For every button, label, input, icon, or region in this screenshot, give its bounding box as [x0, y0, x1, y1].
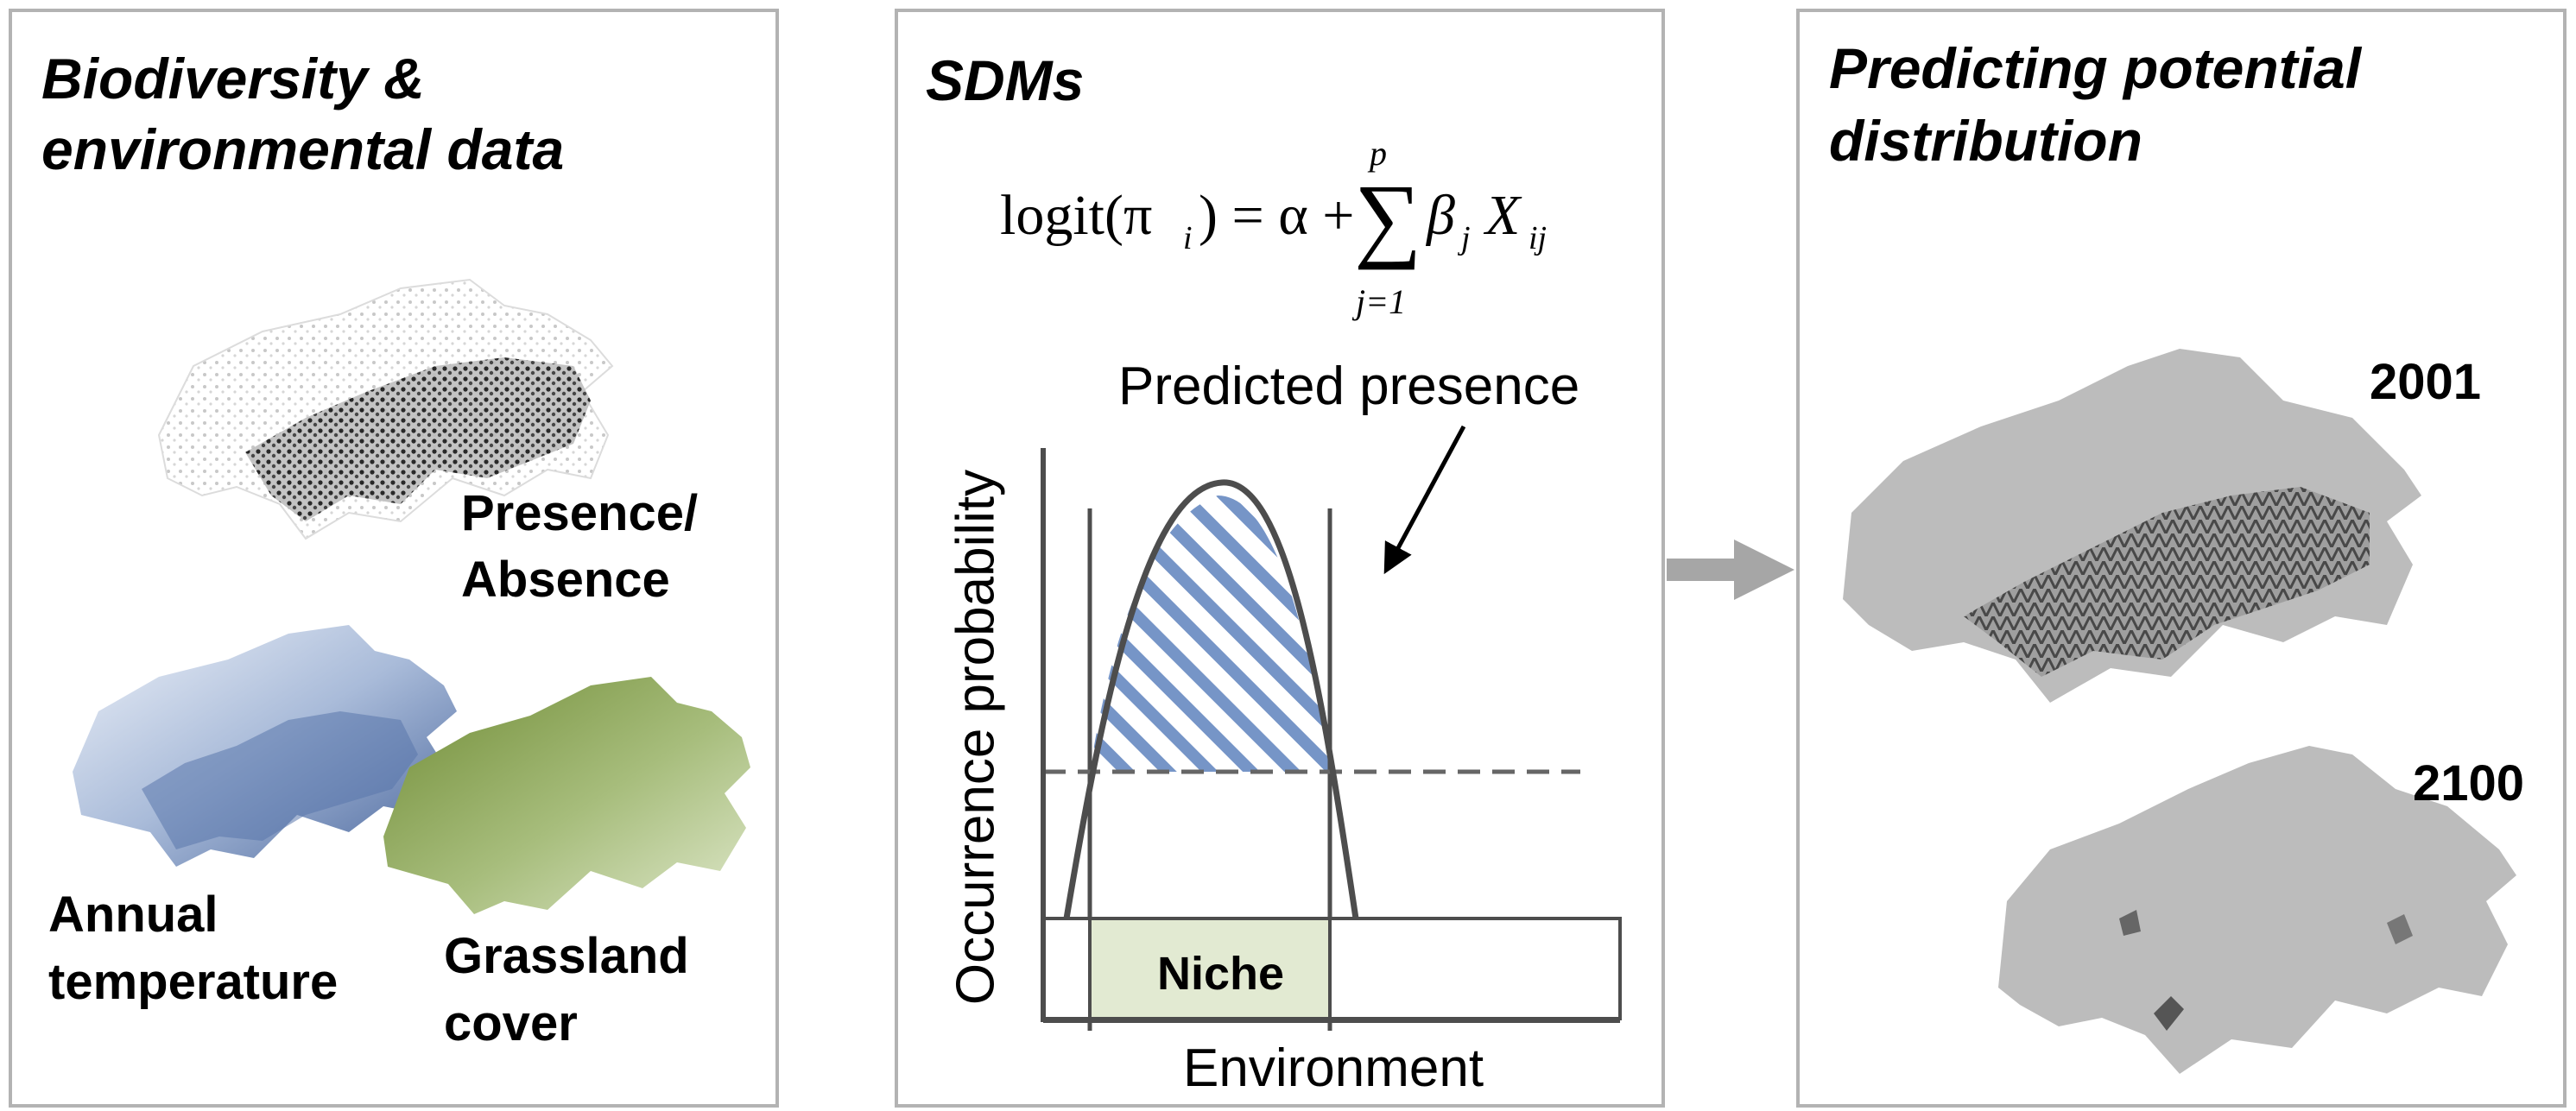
panel-title-line1: Predicting potential	[1829, 36, 2362, 100]
presence-absence-map	[157, 278, 614, 540]
response-curve	[1063, 479, 1359, 919]
y-axis-label: Occurrence probability	[946, 469, 1006, 1006]
label-presence-line2: Absence	[461, 552, 670, 608]
panel-title: SDMs	[926, 48, 1085, 112]
year-2100-label: 2100	[2413, 755, 2525, 811]
formula-lhs-sub: i	[1183, 220, 1193, 256]
panel-title-line2: environmental data	[41, 117, 565, 181]
formula-sum-sign: ∑	[1354, 165, 1422, 270]
formula-x: X	[1485, 184, 1521, 247]
flow-arrow	[1667, 540, 1794, 600]
year-2001-label: 2001	[2370, 354, 2482, 410]
label-grassland-line1: Grassland	[444, 928, 689, 984]
annual-temperature-map	[73, 625, 457, 867]
formula-beta-sub: j	[1461, 220, 1471, 256]
label-grassland-line2: cover	[444, 995, 578, 1051]
formula-beta: β	[1427, 184, 1455, 247]
label-temperature-line1: Annual	[48, 887, 218, 943]
panel-title-line2: distribution	[1829, 109, 2142, 173]
grassland-cover-map	[383, 677, 750, 914]
panel-title-line1: Biodiversity &	[41, 47, 425, 110]
label-presence-line1: Presence/	[461, 485, 699, 541]
panel-sdms: SDMs logit(π i ) = α + ∑ p j=1 β j X ij	[895, 9, 1665, 1108]
formula-sum-upper: p	[1370, 134, 1387, 173]
predicted-presence-label: Predicted presence	[1118, 357, 1580, 416]
niche-label: Niche	[1157, 948, 1285, 1000]
formula-sum-lower: j=1	[1356, 282, 1407, 321]
x-axis-label: Environment	[1183, 1038, 1484, 1098]
panel-predicting-distribution: Predicting potential distribution 2001 2…	[1796, 9, 2567, 1108]
formula-lhs-close: ) = α +	[1199, 184, 1355, 247]
niche-curve-diagram	[1041, 425, 1622, 1031]
annotation-arrow	[1383, 425, 1466, 575]
map-2100	[1998, 746, 2516, 1074]
formula-lhs: logit(π	[1000, 184, 1153, 247]
label-temperature-line2: temperature	[48, 954, 339, 1010]
panel-biodiversity-data: Biodiversity & environmental data Presen…	[9, 9, 779, 1108]
formula-x-sub: ij	[1529, 220, 1547, 256]
map-2001	[1843, 349, 2421, 703]
